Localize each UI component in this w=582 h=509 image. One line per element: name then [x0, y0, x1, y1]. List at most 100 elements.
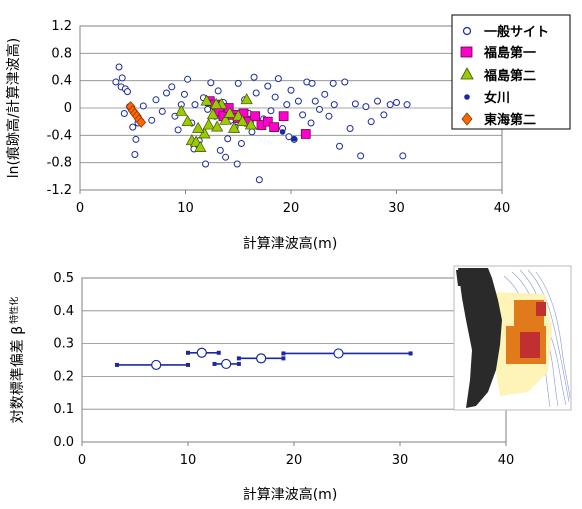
chart1-legend: 一般サイト 福島第一 福島第二 女川 東海第二 — [451, 14, 571, 130]
errorbar-end-min — [114, 362, 119, 367]
chart1-y-tick-label: -0.8 — [47, 156, 72, 171]
legend-box — [451, 14, 571, 130]
point-fukushima2 — [206, 108, 220, 120]
chart1-y-axis-label: ln(痕跡高/計算津波高) — [5, 38, 22, 178]
point-general — [180, 90, 188, 98]
errorbar-end-min — [212, 361, 217, 366]
point-general — [341, 78, 349, 86]
chart2-x-tick-label: 10 — [180, 453, 197, 468]
point-fukushima2 — [210, 97, 223, 109]
point-general — [237, 140, 245, 148]
point-fukushima1 — [300, 129, 311, 139]
point-tokai2 — [136, 116, 147, 128]
errorbar-end-min — [281, 351, 286, 356]
point-fukushima2 — [236, 114, 249, 127]
point-general — [233, 160, 241, 168]
point-fukushima1 — [262, 116, 273, 127]
legend-label-general: 一般サイト — [484, 24, 549, 40]
point-fukushima2 — [240, 93, 253, 105]
legend-marker-onagawa — [464, 94, 470, 100]
point-general — [287, 86, 295, 94]
chart2-y-axis-label: 対数標準偏差 β 特性化 — [8, 297, 26, 423]
point-general — [152, 96, 160, 104]
errorbar-center-point — [196, 347, 207, 358]
point-general — [148, 116, 156, 124]
chart1-y-tick-label: -1.2 — [47, 183, 72, 198]
legend-marker-tokai2 — [461, 112, 473, 126]
point-general — [367, 118, 375, 126]
point-general — [131, 150, 139, 158]
point-general — [129, 123, 137, 131]
point-fukushima2 — [192, 121, 205, 133]
point-general — [204, 105, 212, 113]
point-general — [336, 142, 344, 150]
chart2-y-tick-label: 0.1 — [53, 402, 74, 417]
errorbar-end-min — [186, 350, 190, 355]
errorbar-end-min — [236, 356, 241, 361]
point-general — [158, 107, 166, 115]
point-general — [315, 105, 323, 113]
point-general — [174, 126, 182, 134]
chart2-y-tick-label: 0.4 — [53, 304, 74, 319]
chart1-x-tick-label: 30 — [388, 201, 405, 216]
point-general — [403, 101, 411, 109]
point-general — [267, 107, 275, 115]
point-general — [308, 79, 316, 87]
point-general — [307, 119, 315, 127]
chart1-x-tick-label: 10 — [177, 201, 194, 216]
point-general — [252, 89, 260, 97]
point-general — [115, 63, 123, 71]
chart1-points — [112, 63, 411, 184]
legend-marker-fukushima1 — [460, 46, 473, 58]
chart1-y-tick-label: -0.4 — [47, 128, 72, 143]
point-fukushima1 — [278, 111, 289, 122]
point-general — [120, 109, 128, 117]
point-general — [362, 103, 370, 111]
point-fukushima2 — [219, 113, 232, 125]
errorbar-center-point — [333, 348, 344, 359]
point-general — [216, 146, 224, 154]
errorbar-center-point — [151, 359, 162, 371]
point-general — [325, 112, 333, 120]
point-general — [202, 160, 210, 168]
point-fukushima2 — [223, 106, 236, 118]
point-general — [132, 135, 140, 143]
chart1-x-axis-label: 計算津波高(m) — [243, 235, 338, 252]
legend-marker-general — [462, 26, 472, 36]
point-general — [271, 93, 279, 101]
chart1-y-tick-label: 0 — [64, 101, 72, 116]
chart1-x-ticks: 0 10 20 30 40 — [76, 190, 510, 216]
chart1-gridlines — [80, 52, 502, 164]
point-general — [311, 97, 319, 105]
chart1-x-tick-label: 0 — [76, 201, 84, 216]
point-general — [123, 88, 131, 96]
chart2-x-axis-label: 計算津波高(m) — [243, 486, 338, 503]
point-general — [234, 79, 242, 87]
chart2-x-tick-label: 20 — [286, 453, 303, 468]
chart2-plot-area — [81, 277, 507, 443]
legend-marker-fukushima2 — [460, 67, 474, 80]
errorbar-end-max — [186, 362, 190, 367]
point-general — [285, 133, 293, 141]
legend-label-fukushima1: 福島第一 — [483, 45, 536, 61]
point-general — [118, 74, 126, 82]
chart2-y-tick-label: 0.0 — [53, 435, 74, 450]
point-general — [207, 79, 215, 87]
point-general — [163, 89, 171, 97]
chart2-y-tick-label: 0.5 — [53, 271, 74, 286]
point-general — [380, 111, 388, 119]
chart1-x-tick-label: 40 — [494, 201, 511, 216]
errorbar-center-point — [221, 358, 232, 370]
chart2-y-axis-label-main: 対数標準偏差 β — [10, 326, 26, 423]
chart2-x-tick-label: 40 — [498, 453, 515, 468]
chart1-y-tick-label: 0.4 — [51, 74, 72, 89]
point-general — [139, 102, 147, 110]
chart2-y-tick-label: 0.3 — [53, 337, 74, 352]
point-general — [224, 135, 232, 143]
chart2-x-tick-label: 0 — [78, 453, 86, 468]
chart1-y-tick-label: 0.8 — [51, 46, 72, 61]
chart2-x-tick-label: 30 — [392, 453, 409, 468]
chart2-y-axis-label-sub: 特性化 — [8, 297, 20, 324]
point-general — [274, 75, 282, 83]
point-onagawa — [279, 129, 286, 135]
